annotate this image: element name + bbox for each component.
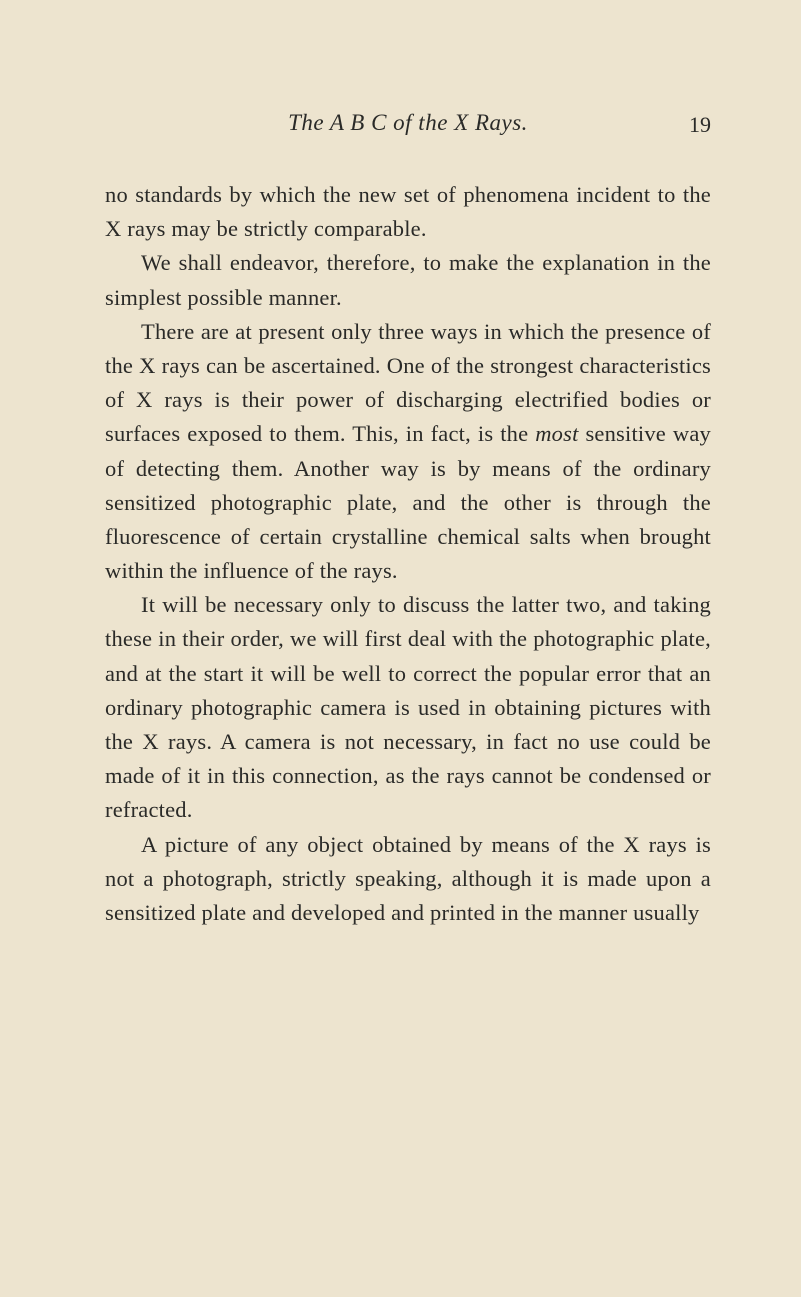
paragraph: A picture of any object obtained by mean… [105, 828, 711, 931]
emphasized-word: most [535, 421, 578, 446]
page-number: 19 [689, 112, 711, 138]
paragraph: It will be necessary only to discuss the… [105, 588, 711, 827]
running-title: The A B C of the X Rays. [288, 110, 528, 135]
running-head: The A B C of the X Rays. 19 [105, 110, 711, 136]
body-text: no standards by which the new set of phe… [105, 178, 711, 930]
page-container: The A B C of the X Rays. 19 no standards… [0, 0, 801, 990]
paragraph: There are at present only three ways in … [105, 315, 711, 589]
paragraph: We shall endeavor, therefore, to make th… [105, 246, 711, 314]
paragraph: no standards by which the new set of phe… [105, 178, 711, 246]
